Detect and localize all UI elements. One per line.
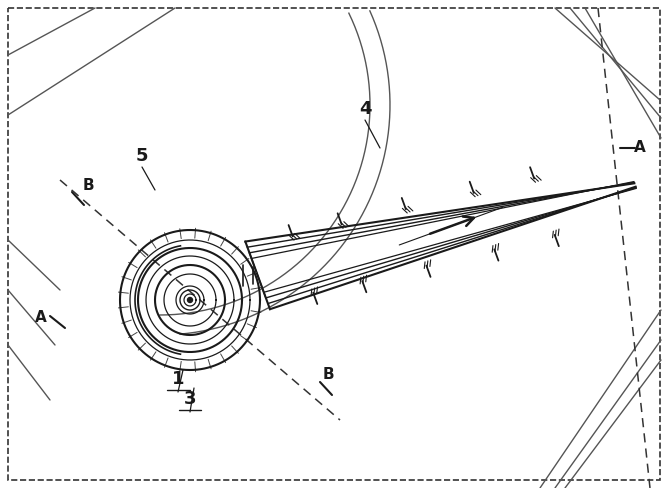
Text: B: B [82,178,94,193]
Text: 3: 3 [184,390,196,408]
Text: 1: 1 [172,370,184,388]
Text: A: A [634,141,646,156]
Text: B: B [322,367,334,382]
Circle shape [187,298,193,303]
Text: A: A [35,310,47,325]
Text: 5: 5 [136,147,149,165]
Text: 4: 4 [359,100,371,118]
